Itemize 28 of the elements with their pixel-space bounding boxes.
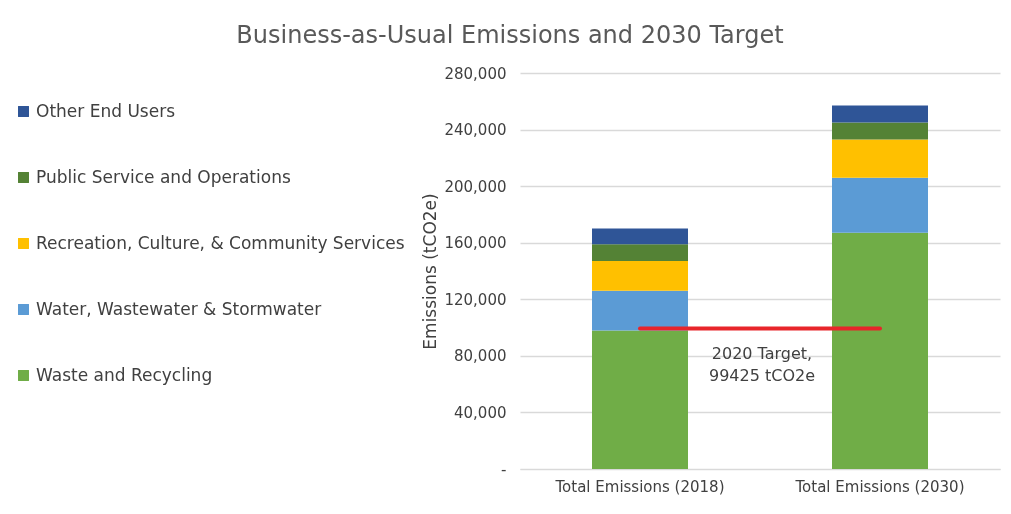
chart-title: Business-as-Usual Emissions and 2030 Target <box>236 21 784 49</box>
bar <box>592 228 688 245</box>
y-tick-label: 200,000 <box>444 177 507 196</box>
y-tick-label: - <box>501 460 507 479</box>
x-tick-label: Total Emissions (2030) <box>794 477 965 496</box>
legend-label: Public Service and Operations <box>36 166 291 187</box>
bar <box>592 290 688 331</box>
legend-label: Water, Wastewater & Stormwater <box>36 298 322 319</box>
y-axis-title: Emissions (tCO2e) <box>420 193 441 350</box>
bar <box>832 232 928 469</box>
bar <box>592 261 688 291</box>
y-tick-label: 40,000 <box>454 403 507 422</box>
bar <box>592 244 688 262</box>
legend-label: Recreation, Culture, & Community Services <box>36 232 405 253</box>
y-tick-label: 280,000 <box>444 64 507 83</box>
legend-label: Waste and Recycling <box>36 364 213 385</box>
y-tick-label: 160,000 <box>444 234 507 253</box>
ref-line-label: 2020 Target, 99425 tCO2e <box>708 344 816 386</box>
bar <box>832 177 928 233</box>
y-tick-label: 240,000 <box>444 121 507 140</box>
bar <box>832 105 928 123</box>
bar <box>832 139 928 178</box>
legend-label: Other End Users <box>36 100 176 121</box>
y-tick-label: 80,000 <box>454 347 507 366</box>
x-tick-label: Total Emissions (2018) <box>554 477 725 496</box>
y-tick-label: 120,000 <box>444 290 507 309</box>
bar <box>592 330 688 469</box>
bar <box>832 122 928 140</box>
